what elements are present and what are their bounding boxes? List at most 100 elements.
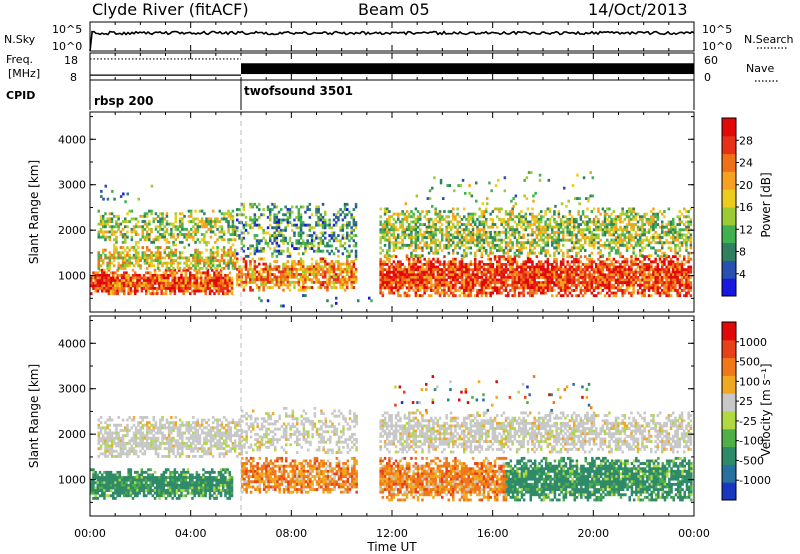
range-gate-cell (200, 251, 204, 255)
range-gate-cell (469, 289, 473, 292)
range-gate-cell (171, 284, 174, 288)
range-gate-cell (211, 251, 215, 255)
range-gate-cell (123, 279, 126, 283)
range-gate-cell (597, 210, 600, 213)
range-gate-cell (674, 289, 677, 292)
range-gate-cell (606, 223, 609, 226)
range-gate-cell (531, 265, 534, 269)
range-gate-cell (621, 241, 624, 245)
range-gate-cell (584, 223, 587, 226)
range-gate-cell (106, 264, 109, 268)
range-gate-cell (509, 273, 512, 277)
range-gate-cell (639, 273, 642, 277)
range-gate-cell (264, 231, 268, 235)
range-gate-cell (419, 289, 422, 292)
range-gate-cell (416, 281, 420, 285)
range-gate-cell (222, 281, 225, 285)
range-gate-cell (299, 267, 303, 271)
range-gate-cell (152, 259, 155, 262)
range-gate-cell (465, 238, 468, 242)
range-gate-cell (579, 268, 583, 272)
range-gate-cell (597, 273, 600, 277)
range-gate-cell (586, 268, 589, 272)
range-gate-cell (423, 270, 426, 274)
range-gate-cell (482, 212, 486, 216)
range-gate-cell (474, 276, 477, 279)
range-gate-cell (138, 279, 141, 283)
range-gate-cell (425, 263, 429, 266)
range-gate-cell (105, 284, 108, 288)
range-gate-cell (249, 273, 252, 276)
range-gate-cell (518, 278, 521, 282)
range-gate-cell (383, 243, 387, 247)
range-gate-cell (293, 265, 296, 269)
range-gate-cell (324, 221, 327, 224)
range-gate-cell (352, 275, 356, 279)
range-gate-cell (581, 220, 585, 224)
range-gate-cell (171, 281, 174, 285)
range-gate-cell (319, 257, 323, 261)
range-gate-cell (608, 273, 611, 277)
range-gate-cell (689, 294, 693, 298)
range-gate-cell (304, 280, 307, 284)
range-gate-cell (295, 275, 298, 279)
range-gate-cell (674, 255, 677, 259)
range-gate-cell (529, 276, 532, 279)
range-gate-cell (194, 256, 197, 260)
range-gate-cell (209, 217, 213, 221)
range-gate-cell (650, 260, 653, 264)
range-gate-cell (202, 289, 205, 293)
range-gate-cell (597, 283, 600, 287)
range-gate-cell (482, 223, 486, 226)
range-gate-cell (496, 238, 499, 242)
range-gate-cell (469, 233, 473, 237)
range-gate-cell (186, 279, 190, 283)
range-gate-cell (452, 265, 455, 269)
range-gate-cell (392, 273, 396, 277)
range-gate-cell (573, 217, 576, 221)
range-gate-cell (222, 287, 225, 290)
range-gate-cell (94, 276, 97, 280)
range-gate-cell (107, 289, 111, 293)
range-gate-cell (555, 281, 558, 285)
range-gate-cell (129, 292, 133, 296)
range-gate-cell (271, 234, 274, 237)
range-gate-cell (379, 260, 382, 264)
range-gate-cell (467, 220, 470, 224)
range-gate-cell (421, 254, 424, 258)
range-gate-cell (458, 268, 462, 272)
range-gate-cell (150, 230, 153, 234)
range-gate-cell (118, 284, 122, 288)
range-gate-cell (590, 268, 594, 272)
range-gate-cell (295, 267, 298, 271)
range-gate-cell (217, 289, 221, 293)
range-gate-cell (339, 265, 342, 269)
range-gate-cell (348, 262, 351, 266)
range-gate-cell (332, 234, 336, 237)
range-gate-cell (200, 287, 203, 290)
range-gate-cell (145, 225, 149, 229)
range-gate-cell (452, 270, 455, 274)
range-gate-cell (242, 244, 246, 248)
range-gate-cell (546, 207, 550, 211)
range-gate-cell (302, 267, 305, 271)
range-gate-cell (271, 254, 274, 258)
range-gate-cell (643, 263, 646, 266)
range-gate-cell (507, 283, 510, 287)
range-gate-cell (218, 261, 221, 265)
range-gate-cell (619, 238, 622, 242)
range-gate-cell (388, 265, 391, 269)
range-gate-cell (685, 268, 688, 272)
range-gate-cell (414, 238, 418, 242)
range-gate-cell (606, 273, 609, 277)
range-gate-cell (206, 281, 210, 285)
range-gate-cell (502, 255, 506, 259)
range-gate-cell (231, 261, 235, 265)
range-gate-cell (350, 213, 353, 217)
range-gate-cell (183, 261, 186, 265)
range-gate-cell (266, 265, 270, 269)
range-gate-cell (568, 217, 572, 221)
range-gate-cell (447, 238, 451, 242)
range-gate-cell (636, 270, 640, 274)
range-gate-cell (573, 289, 576, 292)
